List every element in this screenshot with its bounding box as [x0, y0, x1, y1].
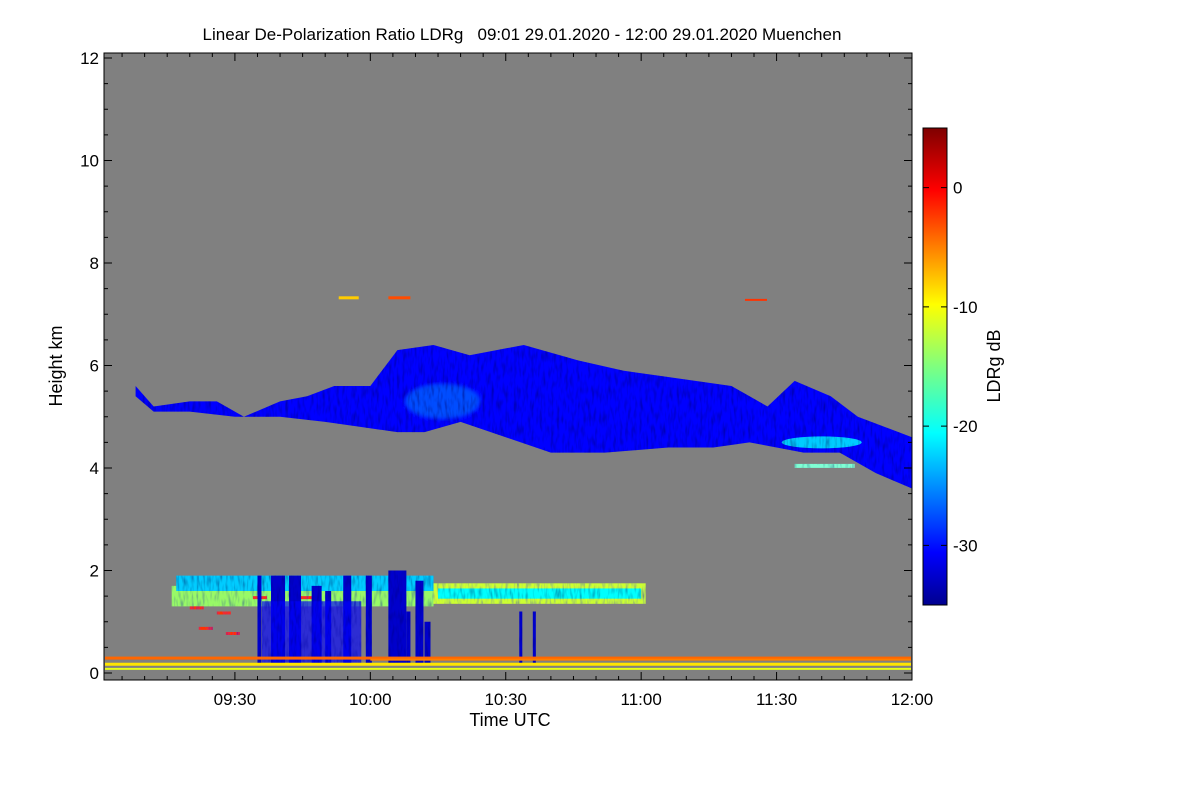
- x-tick-label: 10:30: [484, 690, 527, 709]
- x-tick-label: 10:00: [349, 690, 392, 709]
- x-tick-label: 09:30: [214, 690, 257, 709]
- x-axis-label: Time UTC: [469, 710, 550, 730]
- low-cloud-speck: [225, 632, 240, 635]
- x-tick-label: 12:00: [891, 690, 934, 709]
- mid-cloud-body: [135, 345, 912, 489]
- colorbar-tick-label: -30: [953, 536, 978, 555]
- y-tick-label: 12: [80, 49, 99, 68]
- y-tick-label: 6: [90, 357, 99, 376]
- fall-streak: [519, 611, 523, 666]
- low-cloud-speck: [298, 596, 313, 600]
- y-tick-label: 2: [90, 562, 99, 581]
- surface-band: [105, 667, 911, 670]
- colorbar-tick-label: -10: [953, 298, 978, 317]
- isolated-layer: [388, 296, 411, 300]
- fall-streak: [365, 575, 372, 666]
- low-cloud-band: [438, 588, 642, 599]
- axes: 0 2 4 6 8 10 12 09:30 10:00 10:30 11:00 11:30 12:00: [80, 49, 933, 709]
- colorbar-label: LDRg dB: [984, 329, 1004, 402]
- y-tick-label: 8: [90, 254, 99, 273]
- y-tick-label: 10: [80, 152, 99, 171]
- x-tick-label: 11:30: [756, 690, 797, 709]
- y-tick-label: 4: [90, 459, 99, 478]
- surface-band: [370, 658, 911, 661]
- fall-streak: [415, 580, 424, 666]
- surface-layer: [105, 656, 911, 670]
- ldr-data-layer: [105, 296, 912, 670]
- plot-frame: [103, 52, 913, 681]
- low-cloud-speck: [198, 626, 213, 630]
- fall-streaks: [257, 570, 536, 666]
- y-tick-label: 0: [90, 664, 99, 683]
- mid-cloud-patch: [404, 383, 481, 420]
- colorbar-tick-label: 0: [953, 179, 962, 198]
- mid-cloud-patch: [794, 463, 855, 468]
- mid-cloud-patch: [781, 436, 862, 449]
- isolated-layer: [744, 298, 767, 301]
- colorbar: [922, 127, 948, 606]
- x-tick-label: 11:00: [621, 690, 662, 709]
- chart-title: Linear De-Polarization Ratio LDRg 09:01 …: [203, 25, 842, 44]
- y-axis-label: Height km: [46, 325, 66, 406]
- isolated-layer: [338, 296, 359, 300]
- fall-streak: [424, 621, 431, 666]
- fall-streak: [388, 570, 407, 666]
- low-cloud-speck: [189, 606, 204, 610]
- colorbar-ticks: 0 -10 -20 -30: [923, 179, 978, 555]
- fall-streak: [257, 575, 262, 666]
- colorbar-tick-label: -20: [953, 417, 978, 436]
- surface-band: [105, 662, 911, 666]
- mid-cloud-layer: [135, 345, 912, 489]
- low-cloud-speck: [216, 611, 231, 615]
- fall-streak: [532, 611, 536, 666]
- surface-band: [105, 656, 911, 660]
- fall-streak: [406, 611, 411, 666]
- fall-streak: [261, 601, 362, 663]
